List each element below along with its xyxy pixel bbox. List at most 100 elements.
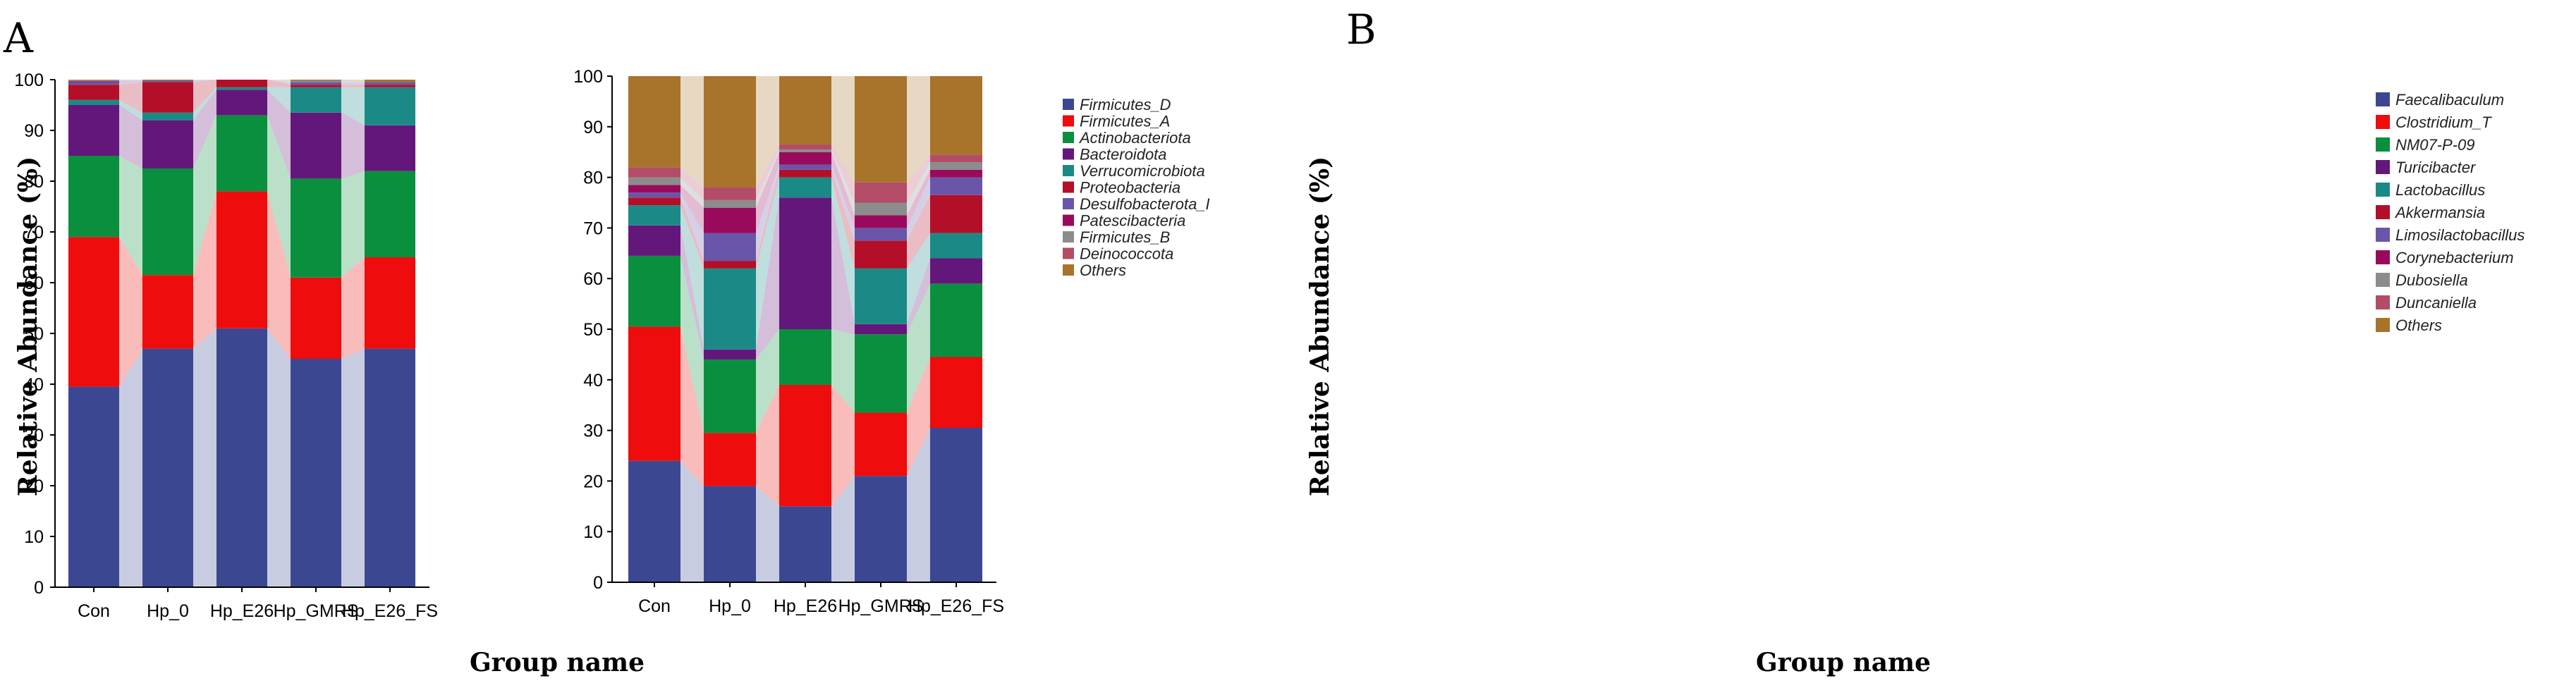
panel-b-band-faecalibaculum-1 — [756, 486, 779, 582]
panel-a-legend-swatch-desulfobacterota-i — [1063, 198, 1074, 209]
panel-a-band-firmicutes-b-3 — [341, 80, 365, 82]
panel-a-bar-hp-gmrs-desulfobacterota-i — [291, 82, 341, 85]
panel-b-band-turicibacter-0 — [680, 225, 704, 360]
panel-b-bar-hp-e26-limosilactobacillus — [779, 164, 831, 170]
panel-a-band-desulfobacterota-i-0 — [119, 80, 142, 85]
panel-b-xtick-hp-e26: Hp_E26 — [774, 596, 837, 616]
panel-b-band-corynebacterium-2 — [831, 152, 855, 228]
panel-b-band-others-0 — [680, 76, 704, 188]
panel-a-band-firmicutes-a-1 — [193, 191, 216, 349]
panel-b-bar-hp-0-faecalibaculum — [704, 486, 756, 582]
panel-b-bar-hp-e26-fs-lactobacillus — [930, 233, 982, 259]
panel-a-legend-swatch-firmicutes-d — [1063, 99, 1074, 110]
panel-a-legend-swatch-patescibacteria — [1063, 214, 1074, 226]
panel-b-band-akkermansia-3 — [907, 195, 930, 269]
panel-a-band-desulfobacterota-i-3 — [341, 82, 365, 85]
panel-a-ytick-0: 0 — [34, 578, 44, 598]
panel-b-bar-con-turicibacter — [628, 225, 680, 256]
panel-b-band-clostridium-t-0 — [680, 326, 704, 486]
panel-b-band-corynebacterium-0 — [680, 185, 704, 233]
panel-b-bar-hp-e26-faecalibaculum — [779, 506, 831, 582]
panel-a-band-actinobacteriota-1 — [193, 115, 216, 276]
panel-b-xtick-hp-e26-fs: Hp_E26_FS — [908, 596, 1004, 616]
panel-b-legend-swatch-corynebacterium — [2376, 250, 2390, 264]
panel-b-legend-swatch-limosilactobacillus — [2376, 228, 2390, 242]
panel-b-bar-hp-gmrs-faecalibaculum — [855, 476, 907, 582]
panel-a-ytick-70: 70 — [24, 223, 44, 242]
panel-b-legend-swatch-others — [2376, 318, 2390, 332]
panel-a-xtick-hp-e26-fs: Hp_E26_FS — [342, 601, 438, 621]
panel-a-bar-con-proteobacteria — [68, 85, 119, 100]
panel-b-legend-label-clostridium-t: Clostridium_T — [2395, 113, 2492, 131]
panel-b-ytick-80: 80 — [583, 168, 603, 188]
panel-b-band-dubosiella-1 — [756, 149, 779, 208]
panel-a-ytick-10: 10 — [24, 527, 44, 547]
panel-a-bar-hp-e26-actinobacteriota — [216, 115, 267, 192]
panel-b-band-faecalibaculum-2 — [831, 476, 855, 582]
panel-a-bar-con-firmicutes-b — [68, 80, 119, 82]
panel-b-band-akkermansia-1 — [756, 169, 779, 269]
panel-a-bar-con-firmicutes-a — [68, 237, 119, 387]
panel-a-bar-hp-e26-verrucomicrobiota — [216, 87, 267, 90]
panel-a-ytick-30: 30 — [24, 426, 44, 446]
panel-a-band-bacteroidota-1 — [193, 90, 216, 168]
panel-a-band-actinobacteriota-3 — [341, 171, 365, 278]
panel-b-legend-swatch-duncaniella — [2376, 295, 2390, 309]
panel-a-legend-label-firmicutes-b: Firmicutes_B — [1080, 228, 1170, 246]
panel-b-bar-con-dubosiella — [628, 177, 680, 185]
panel-a-bar-hp-e26-fs-firmicutes-d — [365, 348, 415, 587]
panel-b-bar-hp-e26-fs-clostridium-t — [930, 357, 982, 429]
panel-b-bar-con-corynebacterium — [628, 185, 680, 193]
panel-b-bar-hp-e26-dubosiella — [779, 149, 831, 152]
panel-a-bar-hp-gmrs-actinobacteriota — [291, 178, 341, 278]
panel-a-band-verrucomicrobiota-3 — [341, 87, 365, 125]
panel-a-bar-hp-e26-fs-verrucomicrobiota — [365, 87, 415, 125]
panel-b-bar-hp-e26-others — [779, 76, 831, 145]
panel-a-bar-hp-e26-fs-others — [365, 80, 415, 82]
panel-b-band-duncaniella-2 — [831, 144, 855, 203]
panel-b-band-duncaniella-3 — [907, 154, 930, 203]
panel-a-bar-hp-e26-fs-bacteroidota — [365, 125, 415, 171]
panel-a-bar-hp-0-firmicutes-d — [142, 348, 193, 587]
panel-b-bar-hp-gmrs-lactobacillus — [855, 268, 907, 324]
panel-b-bar-hp-gmrs-turicibacter — [855, 324, 907, 335]
panel-b-bar-hp-gmrs-dubosiella — [855, 202, 907, 216]
panel-a-band-patescibacteria-0 — [119, 80, 142, 82]
panel-b-band-limosilactobacillus-0 — [680, 192, 704, 262]
panel-b-bar-hp-gmrs-corynebacterium — [855, 215, 907, 228]
panel-b-bar-hp-gmrs-nm07-p-09 — [855, 334, 907, 413]
panel-b-ytick-40: 40 — [583, 371, 603, 391]
panel-b-band-corynebacterium-1 — [756, 152, 779, 233]
panel-a-band-others-3 — [341, 80, 365, 82]
panel-a-ylabel: Relative Abundance (%) — [13, 156, 43, 496]
panel-b-bar-hp-0-dubosiella — [704, 199, 756, 208]
panel-b-ytick-10: 10 — [583, 522, 603, 542]
panel-a-bar-hp-e26-fs-desulfobacterota-i — [365, 82, 415, 85]
panel-b-bar-hp-gmrs-clostridium-t — [855, 412, 907, 477]
panel-b-bar-con-lactobacillus — [628, 205, 680, 226]
panel-a-legend-label-actinobacteriota: Actinobacteriota — [1078, 129, 1191, 147]
panel-b-band-clostridium-t-2 — [831, 384, 855, 507]
panel-a-ytick-40: 40 — [24, 375, 44, 395]
panel-b-bar-hp-e26-fs-limosilactobacillus — [930, 177, 982, 195]
panel-a-band-firmicutes-d-0 — [119, 348, 142, 587]
panel-a-band-proteobacteria-0 — [119, 82, 142, 113]
panel-b-xtick-hp-gmrs: Hp_GMRS — [838, 596, 924, 616]
panel-b-legend-label-faecalibaculum: Faecalibaculum — [2395, 91, 2504, 109]
panel-b-bar-con-clostridium-t — [628, 326, 680, 461]
panel-b-legend-swatch-clostridium-t — [2376, 115, 2390, 129]
panel-a-band-firmicutes-b-0 — [119, 80, 142, 82]
panel-a-legend-swatch-verrucomicrobiota — [1063, 165, 1074, 176]
panel-b-bar-hp-e26-fs-nm07-p-09 — [930, 283, 982, 357]
panel-b-bar-hp-e26-lactobacillus — [779, 177, 831, 198]
panel-a-bar-hp-0-actinobacteriota — [142, 168, 193, 276]
panel-a-bar-hp-0-proteobacteria — [142, 82, 193, 113]
panel-b-band-faecalibaculum-3 — [907, 428, 930, 582]
panel-a-xtick-hp-e26: Hp_E26 — [210, 601, 274, 621]
panel-b-band-nm07-p-09-0 — [680, 255, 704, 434]
panel-a-band-proteobacteria-3 — [341, 85, 365, 87]
panel-b-band-duncaniella-0 — [680, 167, 704, 200]
panel-b-band-dubosiella-0 — [680, 177, 704, 208]
